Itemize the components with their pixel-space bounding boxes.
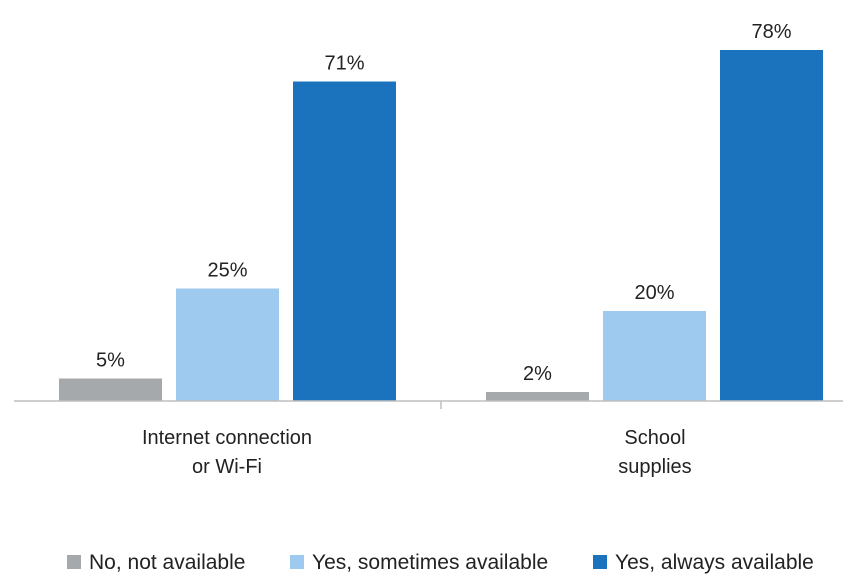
category-label-0-line-0: Internet connection	[142, 427, 312, 449]
bars-group	[59, 50, 823, 401]
value-label-0-1: 25%	[207, 260, 247, 282]
category-label-0-line-1: or Wi-Fi	[192, 456, 262, 478]
bar-1-2	[720, 50, 823, 401]
bar-1-0	[486, 392, 589, 401]
category-labels-group: Internet connection or Wi-Fi School supplie…	[142, 427, 692, 478]
value-label-0-0: 5%	[96, 350, 125, 372]
bar-0-2	[293, 81, 396, 401]
legend: No, not available Yes, sometimes availabl…	[67, 551, 814, 574]
legend-swatch-0	[67, 555, 81, 569]
legend-label-0: No, not available	[89, 551, 245, 574]
value-labels-group: 5% 2% 25% 20% 71% 78%	[96, 21, 792, 385]
value-label-1-2: 78%	[751, 21, 791, 43]
value-label-1-0: 2%	[523, 363, 552, 385]
value-label-0-2: 71%	[324, 53, 364, 75]
bar-0-1	[176, 288, 279, 401]
legend-label-2: Yes, always available	[615, 551, 814, 574]
bar-1-1	[603, 311, 706, 401]
legend-label-1: Yes, sometimes available	[312, 551, 548, 574]
value-label-1-1: 20%	[634, 282, 674, 304]
category-label-1-line-1: supplies	[618, 456, 691, 478]
category-label-1-line-0: School	[624, 427, 685, 449]
legend-swatch-2	[593, 555, 607, 569]
legend-swatch-1	[290, 555, 304, 569]
bar-0-0	[59, 378, 162, 401]
